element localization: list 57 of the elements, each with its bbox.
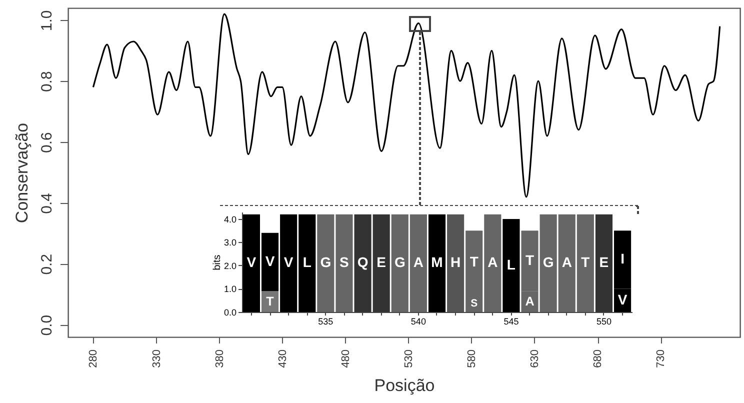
y-tick-label: 0.2 [38, 254, 56, 275]
data-label: L [302, 254, 312, 270]
x-axis-title: Posição [374, 376, 435, 395]
data-label: I [620, 250, 624, 267]
x-tick-label: 545 [504, 316, 519, 326]
x-tick-label: 630 [528, 350, 541, 368]
data-label: M [431, 254, 443, 270]
data-label: Q [357, 254, 368, 270]
y-tick-label: 4.0 [224, 214, 236, 224]
data-label: G [320, 254, 332, 270]
data-label: T [581, 254, 590, 270]
data-label: L [506, 256, 516, 272]
data-label: V [265, 253, 276, 269]
x-tick-label: 530 [402, 350, 415, 368]
data-label: A [525, 294, 534, 309]
line-series [92, 13, 721, 198]
y-tick-label: 1.0 [224, 284, 236, 294]
y-tick-label: 0.0 [38, 314, 56, 336]
y-tick-label: 0.8 [38, 71, 56, 92]
x-tick-label: 680 [592, 350, 604, 368]
y-tick-label: 0.6 [38, 132, 56, 153]
x-tick-label: 580 [466, 350, 478, 368]
x-tick-label: 550 [596, 316, 612, 326]
data-label: A [488, 254, 498, 270]
x-tick-label: 480 [340, 350, 352, 368]
bar [447, 214, 464, 312]
y-tick-label: 2.0 [224, 260, 236, 271]
x-tick-label: 330 [150, 350, 163, 368]
data-label: A [413, 254, 424, 270]
x-tick-label: 730 [655, 350, 668, 368]
data-label: V [618, 291, 628, 308]
y-tick-label: 1.0 [38, 10, 56, 32]
x-tick-label: 280 [88, 350, 100, 368]
x-tick-label: 380 [214, 350, 226, 368]
y-tick-label: 0.4 [38, 193, 56, 214]
y-tick-label: 0.0 [224, 308, 236, 318]
bar [595, 214, 613, 312]
data-label: S [340, 254, 349, 270]
y-axis-title: Conservação [12, 122, 32, 224]
data-label: E [376, 254, 386, 270]
data-label: G [542, 254, 554, 270]
data-label: T [470, 254, 479, 270]
x-tick-label: 535 [318, 316, 334, 326]
data-label: E [599, 254, 609, 270]
data-label: T [525, 252, 534, 268]
x-tick-label: 430 [276, 350, 289, 368]
data-label: S [470, 297, 478, 310]
data-label: H [450, 254, 461, 270]
y-axis-title: bits [212, 254, 223, 270]
y-tick-label: 3.0 [224, 238, 236, 248]
data-label: A [562, 254, 572, 270]
x-tick-label: 540 [410, 316, 426, 326]
bar [261, 291, 279, 312]
data-label: T [266, 294, 274, 309]
data-label: V [284, 254, 294, 270]
data-label: V [246, 254, 257, 270]
data-label: G [394, 254, 406, 270]
